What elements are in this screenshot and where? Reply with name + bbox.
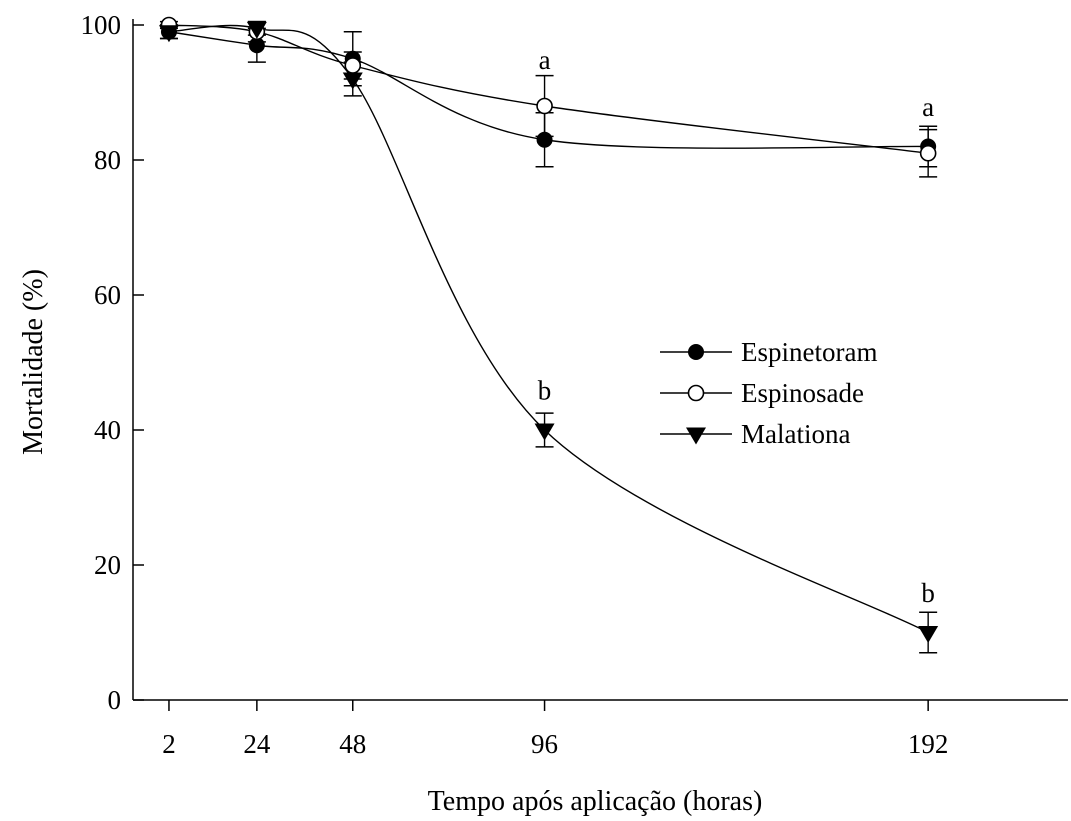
x-tick-label: 2 — [162, 729, 176, 759]
y-tick-label: 0 — [108, 685, 122, 715]
series-curves — [168, 24, 929, 634]
tick-marks: 0 20 40 60 80 100 2 24 48 96 192 — [81, 10, 949, 759]
axes — [132, 19, 1068, 701]
x-tick-label: 96 — [531, 729, 558, 759]
significance-letter: b — [921, 578, 935, 608]
legend-marker-malationa — [686, 427, 706, 445]
y-axis-label: Mortalidade (%) — [18, 269, 49, 455]
data-markers — [158, 16, 939, 643]
y-tick-label: 80 — [94, 145, 121, 175]
data-point-espinetoram — [536, 131, 553, 148]
y-tick-label: 20 — [94, 550, 121, 580]
significance-letter: a — [539, 45, 551, 75]
legend-label-espinetoram: Espinetoram — [741, 337, 877, 367]
data-point-malationa — [342, 72, 363, 90]
legend-label-malationa: Malationa — [741, 419, 850, 449]
y-tick-label: 40 — [94, 415, 121, 445]
legend-label-espinosade: Espinosade — [741, 378, 864, 408]
data-point-espinosade — [919, 144, 937, 162]
x-tick-label: 24 — [243, 729, 271, 759]
data-point-malationa — [534, 423, 555, 441]
significance-letter: b — [538, 376, 552, 406]
legend: Espinetoram Espinosade Malationa — [660, 337, 877, 449]
y-tick-label: 60 — [94, 280, 121, 310]
x-tick-label: 48 — [339, 729, 366, 759]
data-point-malationa — [158, 25, 179, 43]
significance-letter: a — [922, 92, 934, 122]
legend-marker-espinetoram — [688, 344, 704, 360]
data-point-espinetoram — [248, 37, 265, 54]
x-axis-label: Tempo após aplicação (horas) — [428, 786, 763, 817]
legend-marker-espinosade — [687, 384, 705, 402]
data-point-espinosade — [536, 97, 553, 115]
y-tick-label: 100 — [81, 10, 122, 40]
data-point-malationa — [918, 626, 939, 643]
data-point-malationa — [246, 21, 267, 39]
annotations: a a b b — [538, 45, 935, 608]
x-tick-label: 192 — [908, 729, 949, 759]
series-line-malationa — [168, 24, 929, 634]
data-point-espinosade — [344, 57, 362, 74]
